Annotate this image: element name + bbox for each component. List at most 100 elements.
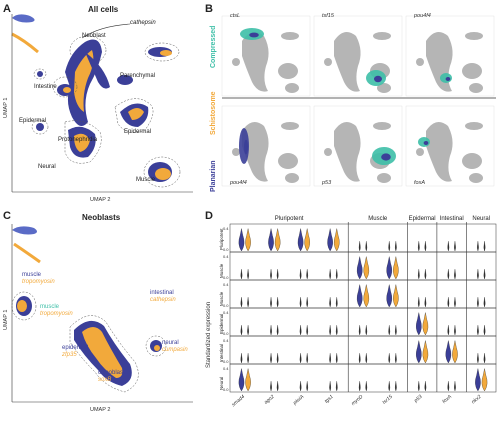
umap-cell-1-0	[221, 105, 311, 187]
gene-tick-label: p53	[412, 394, 423, 405]
violin-mark	[424, 381, 427, 392]
cluster-label-cathepsin: cathepsin	[130, 20, 156, 26]
row-label: Pluripotent	[219, 228, 224, 250]
row-label-compressed: Compressed	[210, 25, 217, 68]
violin-mark	[306, 269, 309, 280]
violin-mark	[417, 269, 420, 280]
panel-c-ylabel: UMAP 1	[3, 309, 9, 330]
umap-cell-0-2	[405, 15, 495, 97]
violin-mark	[454, 381, 456, 392]
expression-dots	[249, 32, 259, 38]
violin-mark	[329, 325, 331, 336]
violin-mark	[483, 325, 486, 336]
violin-mark	[306, 325, 309, 336]
expression-dots	[244, 139, 248, 155]
violin-mark	[335, 269, 338, 280]
gene-tick-label: smad4	[231, 394, 247, 408]
ytick-max: 0.4	[223, 338, 229, 343]
gene-tick-label: tsr15	[381, 394, 394, 406]
violin-mark	[363, 284, 370, 308]
violin-mark	[238, 228, 245, 252]
violin-mark	[447, 381, 450, 392]
violin-mark	[388, 381, 391, 392]
ytick-min: 0.0	[223, 359, 229, 364]
umap-cell-0-1	[313, 15, 403, 97]
violin-mark	[329, 353, 331, 364]
violin-mark	[240, 269, 243, 280]
violin-mark	[395, 353, 397, 364]
violin-mark	[270, 325, 272, 336]
violin-mark	[274, 228, 281, 252]
gene-tick-label: tgs1	[324, 394, 335, 405]
c-label-epidermal: epidermal	[62, 345, 89, 351]
violin-mark	[481, 368, 488, 392]
violin-mark	[393, 256, 399, 280]
gene-tick-label: foxA	[441, 394, 453, 405]
violin-mark	[388, 325, 391, 336]
ytick-max: 0.4	[223, 310, 229, 315]
violin-mark	[395, 381, 397, 392]
violin-mark	[454, 269, 456, 280]
ytick-max: 0.4	[223, 282, 229, 287]
violin-mark	[477, 269, 479, 280]
violin-mark	[270, 269, 272, 280]
violin-mark	[395, 241, 397, 252]
violin-mark	[445, 340, 452, 364]
violin-mark	[335, 297, 338, 308]
cluster-label-intestine: Intestine	[34, 84, 57, 90]
row-label-planarian: Planarian	[210, 160, 217, 192]
c-label-cneoblast: cNeoblast	[98, 370, 125, 376]
violin-mark	[388, 353, 391, 364]
ytick-max: 0.4	[223, 366, 229, 371]
violin-mark	[477, 353, 479, 364]
violin-mark	[483, 353, 486, 364]
violin-mark	[395, 325, 397, 336]
panel-c-umap	[11, 224, 193, 403]
violin-mark	[363, 256, 370, 280]
violin-mark	[306, 353, 309, 364]
violin-mark	[388, 241, 391, 252]
violin-mark	[422, 312, 429, 336]
row-label: Epidermal	[219, 314, 224, 334]
violin-mark	[306, 297, 309, 308]
legend-orange-schistosome-icon	[13, 242, 41, 264]
violin-mark	[270, 297, 272, 308]
violin-mark	[245, 228, 251, 252]
violin-mark	[483, 241, 486, 252]
violin-mark	[356, 256, 363, 280]
violin-mark	[416, 340, 422, 364]
cluster-label-parenchymal: Parenchymal	[120, 73, 156, 79]
violin-mark	[358, 381, 361, 392]
c-label-soxb: soxB	[98, 377, 112, 383]
violin-mark	[477, 241, 479, 252]
violin-mark	[477, 297, 479, 308]
gene-label-b5: p53	[322, 180, 332, 186]
ytick-min: 0.0	[223, 275, 229, 280]
gene-tick-label: ago2	[263, 394, 276, 406]
c-label-tropomyosin-2: tropomyosin	[40, 311, 73, 317]
violin-mark	[475, 368, 481, 392]
gene-tick-label: nkx2	[471, 394, 483, 406]
violin-mark	[417, 297, 420, 308]
violin-mark	[276, 325, 279, 336]
violin-mark	[417, 381, 420, 392]
violin-mark	[270, 381, 272, 392]
violin-mark	[276, 269, 279, 280]
violin-mark	[335, 353, 338, 364]
violin-mark	[477, 325, 479, 336]
violin-mark	[276, 297, 279, 308]
umap-cell-1-1	[313, 105, 403, 187]
violin-mark	[329, 297, 331, 308]
violin-mark	[299, 353, 302, 364]
gene-tick-label: piwiA	[291, 394, 305, 407]
violin-mark	[268, 228, 274, 252]
violin-mark	[240, 353, 243, 364]
expression-dots	[423, 141, 429, 145]
expression-highlight	[239, 128, 249, 164]
ytick-max: 0.4	[223, 226, 229, 231]
violin-mark	[297, 228, 304, 252]
violin-mark	[238, 368, 245, 392]
violin-mark	[299, 325, 302, 336]
row-label: Muscle	[219, 263, 224, 278]
violin-mark	[245, 368, 251, 392]
